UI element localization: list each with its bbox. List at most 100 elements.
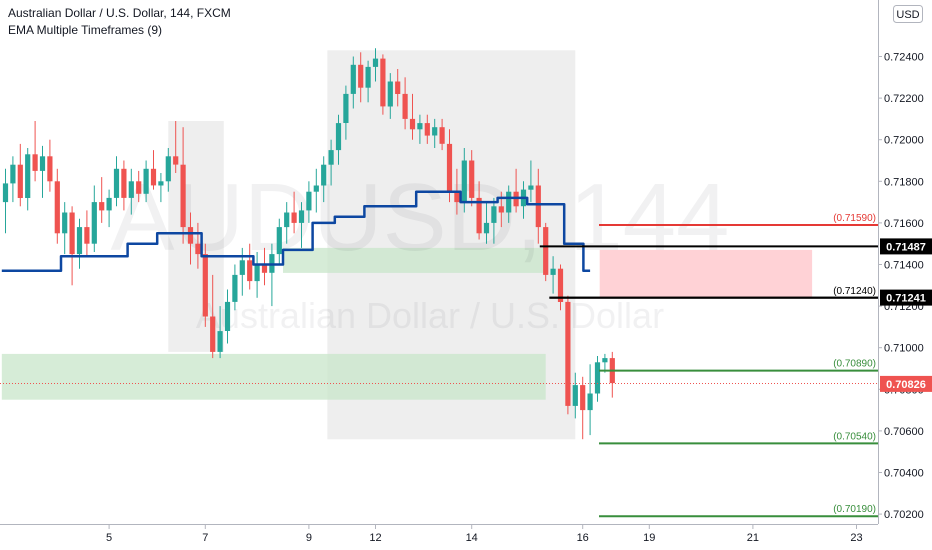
time-tick-label-3: 12 (369, 532, 381, 544)
candle-3[interactable] (25, 148, 31, 211)
candle-46[interactable] (343, 85, 349, 140)
candle-28[interactable] (210, 274, 216, 359)
candle-57[interactable] (424, 114, 430, 144)
chart-title: Australian Dollar / U.S. Dollar, 144, FX… (8, 6, 231, 20)
candle-body (439, 127, 445, 144)
candle-38[interactable] (284, 202, 290, 244)
price-axis[interactable]: 0.72400 0.72200 0.72000 0.71800 0.71600 0.714… (878, 52, 924, 522)
candle-12[interactable] (91, 185, 97, 253)
level-0[interactable]: (0.71590) (599, 213, 878, 226)
candle-0[interactable] (2, 168, 9, 234)
candle-49[interactable] (365, 60, 371, 103)
candle-17[interactable] (128, 168, 134, 215)
candle-27[interactable] (202, 243, 208, 327)
candle-64[interactable] (476, 181, 482, 240)
candle-44[interactable] (328, 139, 334, 186)
candle-4[interactable] (32, 121, 38, 182)
candle-6[interactable] (47, 139, 53, 192)
candle-66[interactable] (491, 197, 497, 244)
candle-18[interactable] (136, 170, 142, 203)
price-tick-label-10: 0.70400 (884, 468, 924, 480)
candle-30[interactable] (224, 289, 231, 344)
candle-13[interactable] (99, 177, 105, 223)
candle-78[interactable] (580, 376, 586, 440)
candle-40[interactable] (298, 202, 305, 248)
level-label: (0.71240) (833, 286, 876, 297)
candle-7[interactable] (54, 168, 60, 244)
candle-21[interactable] (158, 173, 164, 203)
candle-42[interactable] (313, 168, 319, 213)
candle-body (365, 66, 371, 88)
candle-39[interactable] (291, 191, 297, 234)
candle-24[interactable] (180, 127, 186, 244)
currency-button-frame[interactable] (893, 5, 923, 23)
candle-20[interactable] (150, 150, 157, 190)
level-2[interactable]: (0.70540) (599, 431, 878, 445)
candle-55[interactable] (409, 93, 416, 140)
candle-29[interactable] (217, 306, 223, 359)
candle-74[interactable] (550, 256, 556, 294)
candle-25[interactable] (187, 212, 194, 265)
levels-layer[interactable]: (0.71590) (0.70890) (0.70540) (0.70190) (0.7… (539, 213, 878, 518)
candle-58[interactable] (432, 118, 438, 148)
candle-68[interactable] (506, 185, 512, 223)
candle-45[interactable] (335, 114, 342, 165)
candle-1[interactable] (10, 156, 16, 203)
currency-button[interactable]: USD (893, 5, 923, 23)
level-3[interactable]: (0.70190) (599, 504, 878, 518)
candle-15[interactable] (113, 156, 120, 207)
candle-43[interactable] (321, 156, 327, 203)
candle-80[interactable] (594, 356, 601, 402)
candle-71[interactable] (528, 160, 534, 203)
candle-body (158, 181, 164, 186)
candle-22[interactable] (165, 148, 171, 192)
candle-9[interactable] (69, 206, 75, 286)
time-tick-label-6: 19 (643, 532, 655, 544)
candle-77[interactable] (572, 372, 578, 419)
candle-body (432, 127, 438, 136)
candle-body (543, 227, 549, 275)
candle-73[interactable] (543, 222, 549, 282)
candle-59[interactable] (439, 118, 445, 151)
candle-79[interactable] (587, 364, 593, 436)
candle-5[interactable] (39, 145, 46, 198)
candle-53[interactable] (395, 69, 401, 107)
candle-47[interactable] (350, 56, 356, 109)
level-1[interactable]: (0.70890) (599, 359, 878, 372)
zone-green-2 (283, 247, 546, 273)
candle-54[interactable] (402, 77, 408, 130)
candle-65[interactable] (483, 202, 490, 244)
candle-33[interactable] (247, 243, 253, 290)
candle-23[interactable] (173, 121, 179, 173)
candle-26[interactable] (195, 222, 201, 269)
candle-60[interactable] (446, 129, 453, 203)
candle-76[interactable] (565, 295, 571, 415)
candle-37[interactable] (276, 218, 282, 265)
candle-81[interactable] (602, 353, 608, 373)
time-axis[interactable]: 5 7 9 12 14 16 19 21 23 (106, 524, 863, 544)
candle-41[interactable] (306, 181, 312, 223)
candle-19[interactable] (143, 160, 149, 203)
candle-34[interactable] (254, 252, 260, 298)
candle-48[interactable] (358, 52, 364, 103)
candle-11[interactable] (84, 210, 90, 257)
candle-2[interactable] (17, 143, 23, 207)
candle-72[interactable] (535, 168, 541, 244)
candle-50[interactable] (372, 48, 379, 82)
candle-63[interactable] (469, 150, 475, 207)
candles-layer[interactable] (2, 48, 615, 440)
candle-8[interactable] (62, 202, 68, 255)
candle-75[interactable] (557, 264, 564, 311)
candle-body (565, 301, 571, 406)
candle-52[interactable] (387, 73, 393, 119)
candle-16[interactable] (121, 160, 127, 211)
candle-body (506, 191, 512, 213)
candle-35[interactable] (261, 247, 268, 286)
candle-body (254, 264, 260, 282)
candle-31[interactable] (232, 264, 238, 311)
candle-10[interactable] (76, 218, 83, 269)
candle-14[interactable] (106, 189, 112, 228)
candle-56[interactable] (417, 114, 423, 144)
candle-51[interactable] (380, 54, 386, 115)
